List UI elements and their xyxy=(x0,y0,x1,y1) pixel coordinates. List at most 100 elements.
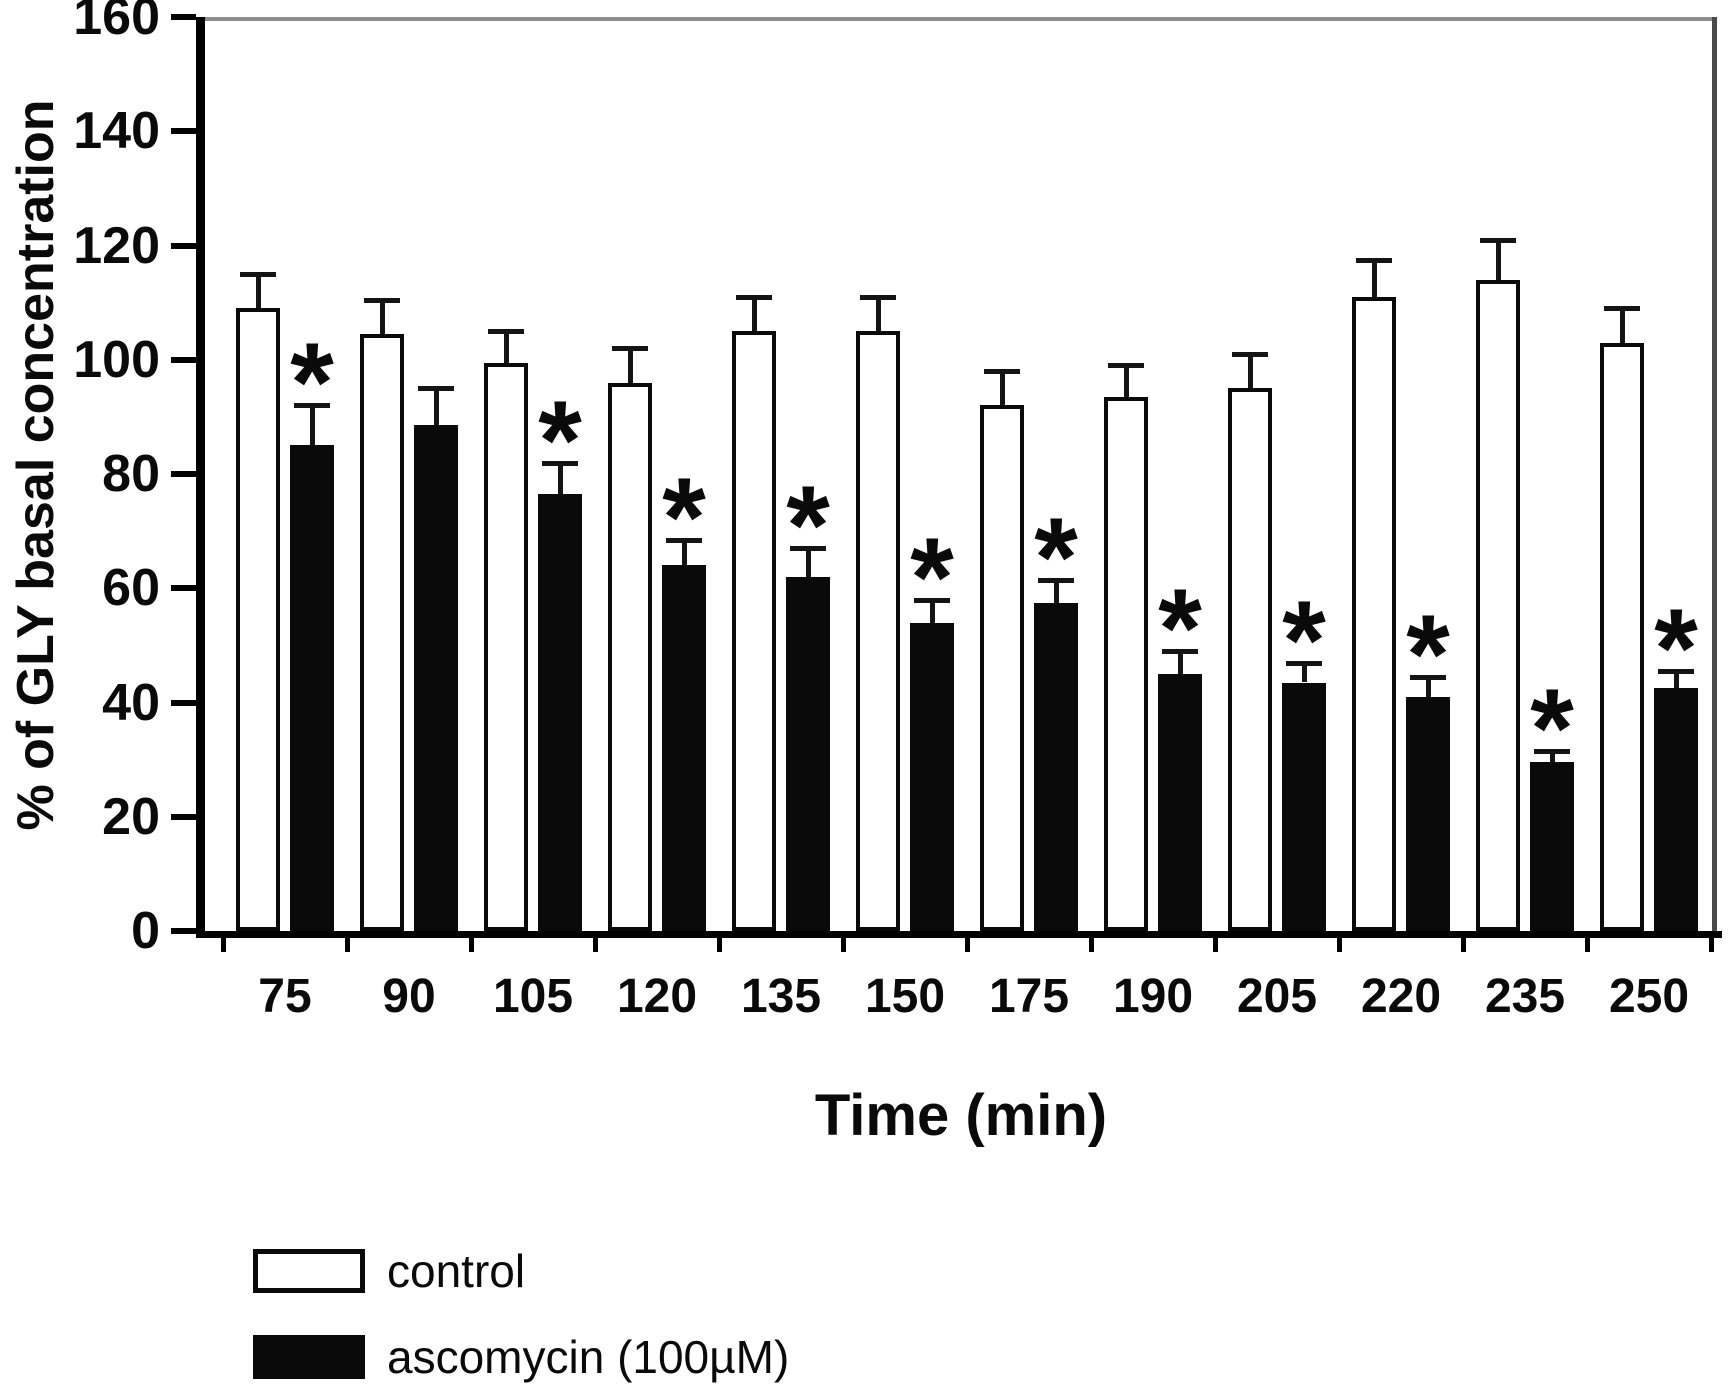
plot-frame-top xyxy=(205,17,1717,21)
control-bar xyxy=(1600,342,1644,931)
x-tick-label: 175 xyxy=(988,970,1070,1023)
significance-asterisk: * xyxy=(1530,666,1574,792)
x-axis-tick xyxy=(965,931,970,952)
significance-asterisk: * xyxy=(1282,577,1326,703)
ascomycin-error-bar-cap xyxy=(1534,749,1570,755)
y-tick-label: 60 xyxy=(102,559,160,618)
x-axis-tick xyxy=(717,931,722,952)
y-tick-label: 140 xyxy=(73,102,160,161)
x-axis-tick xyxy=(1709,931,1714,952)
y-tick-label: 0 xyxy=(131,902,160,960)
y-tick-label: 100 xyxy=(73,330,160,389)
x-tick-label: 150 xyxy=(864,970,946,1023)
ascomycin-error-bar-stem xyxy=(433,388,439,426)
significance-asterisk: * xyxy=(1158,566,1202,692)
y-tick-label: 40 xyxy=(102,673,160,732)
x-tick-label: 190 xyxy=(1112,970,1194,1023)
control-error-bar-cap xyxy=(364,297,400,303)
ascomycin-bar xyxy=(910,622,954,931)
significance-asterisk: * xyxy=(1406,591,1450,717)
control-swatch xyxy=(253,1249,365,1293)
control-error-bar-cap xyxy=(612,346,648,352)
control-error-bar-cap xyxy=(1356,257,1392,263)
y-axis-line xyxy=(196,17,205,938)
y-tick-label: 20 xyxy=(102,787,160,846)
control-bar xyxy=(1476,279,1520,931)
ascomycin-swatch xyxy=(253,1335,365,1379)
control-bar xyxy=(1352,296,1396,931)
plot-frame-right xyxy=(1712,17,1717,931)
ascomycin-error-bar-cap xyxy=(418,386,454,392)
x-tick-label: 105 xyxy=(492,970,574,1023)
ascomycin-bar xyxy=(1406,696,1450,931)
ascomycin-error-bar-stem xyxy=(1301,662,1307,683)
ascomycin-bar xyxy=(786,576,830,931)
control-bar xyxy=(1104,396,1148,931)
x-tick-label: 220 xyxy=(1360,970,1442,1023)
ascomycin-error-bar-cap xyxy=(294,403,330,409)
x-tick-label: 120 xyxy=(616,970,698,1023)
ascomycin-error-bar-cap xyxy=(1410,674,1446,680)
ascomycin-error-bar-cap xyxy=(1286,660,1322,666)
significance-asterisk: * xyxy=(290,320,334,446)
ascomycin-error-bar-stem xyxy=(805,548,811,577)
legend-item-control: control xyxy=(253,1245,789,1297)
control-error-bar-stem xyxy=(1371,259,1377,297)
control-error-bar-cap xyxy=(488,329,524,335)
ascomycin-bar xyxy=(1034,602,1078,931)
ascomycin-error-bar-stem xyxy=(1425,676,1431,697)
y-axis-tick xyxy=(171,128,196,135)
control-bar xyxy=(608,382,652,931)
x-axis-tick xyxy=(1461,931,1466,952)
control-error-bar-stem xyxy=(379,299,385,335)
control-bar xyxy=(1228,388,1272,931)
ascomycin-error-bar-stem xyxy=(1673,671,1679,689)
control-error-bar-cap xyxy=(860,294,896,300)
control-error-bar-stem xyxy=(999,371,1005,406)
x-axis-tick xyxy=(841,931,846,952)
legend-label-control: control xyxy=(387,1245,526,1297)
significance-asterisk: * xyxy=(662,454,706,580)
y-tick-label: 120 xyxy=(73,216,160,275)
control-bar xyxy=(484,362,528,931)
x-tick-label: 90 xyxy=(382,970,436,1023)
control-error-bar-cap xyxy=(1604,306,1640,312)
x-axis-line xyxy=(196,931,1722,938)
legend: control ascomycin (100µM) xyxy=(253,1245,789,1384)
ascomycin-bar xyxy=(1158,673,1202,931)
x-tick-label: 75 xyxy=(258,970,312,1023)
x-tick-label: 205 xyxy=(1236,970,1318,1023)
x-axis-tick xyxy=(345,931,350,952)
y-tick-label: 160 xyxy=(73,0,160,46)
control-error-bar-stem xyxy=(875,296,881,332)
ascomycin-error-bar-stem xyxy=(681,539,687,566)
ascomycin-error-bar-stem xyxy=(1549,751,1555,763)
x-tick-label: 250 xyxy=(1608,970,1690,1023)
y-axis-tick xyxy=(171,928,196,934)
ascomycin-error-bar-stem xyxy=(557,462,563,494)
y-axis-tick xyxy=(171,14,196,20)
control-bar xyxy=(236,308,280,931)
ascomycin-error-bar-stem xyxy=(1177,651,1183,674)
x-axis-tick xyxy=(1585,931,1590,952)
control-error-bar-cap xyxy=(984,369,1020,375)
significance-asterisk: * xyxy=(1654,586,1698,712)
x-axis-tick xyxy=(1089,931,1094,952)
ascomycin-error-bar-cap xyxy=(1162,649,1198,655)
ascomycin-bar xyxy=(414,425,458,931)
control-error-bar-stem xyxy=(1247,354,1253,389)
x-tick-label: 135 xyxy=(740,970,822,1023)
y-tick-label: 80 xyxy=(102,445,160,503)
y-axis-tick xyxy=(171,585,196,592)
control-bar xyxy=(732,331,776,931)
ascomycin-error-bar-cap xyxy=(542,460,578,466)
control-error-bar-stem xyxy=(627,348,633,383)
ascomycin-error-bar-cap xyxy=(666,537,702,543)
significance-asterisk: * xyxy=(538,377,582,503)
y-axis-tick xyxy=(171,699,196,706)
ascomycin-error-bar-stem xyxy=(1053,579,1059,603)
plot-area: 0 20 40 60 80 100 120 140 160 75 90 105 120 135 150 175… xyxy=(73,0,1722,1023)
control-bar xyxy=(980,405,1024,931)
significance-asterisk: * xyxy=(1034,494,1078,620)
ascomycin-bar xyxy=(538,493,582,931)
